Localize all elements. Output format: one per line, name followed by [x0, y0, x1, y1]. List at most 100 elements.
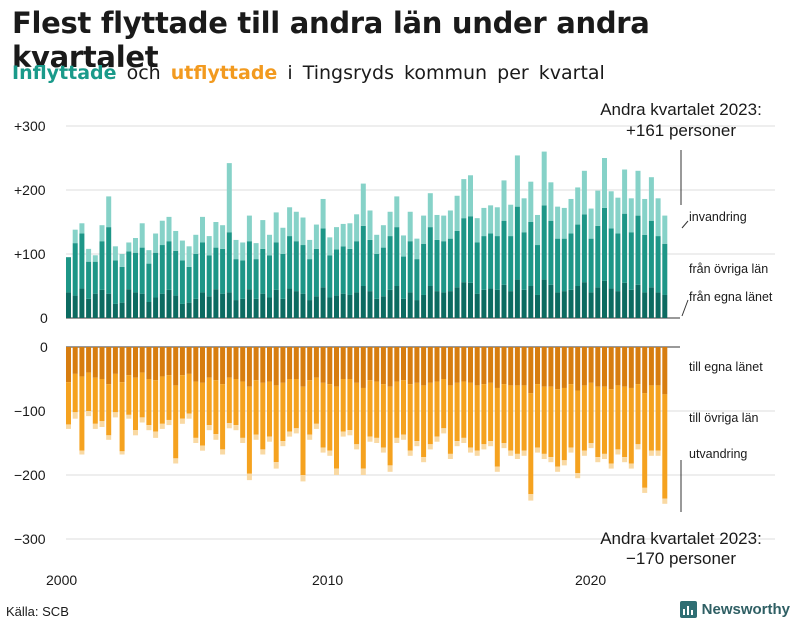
- bar-in-1-26: [240, 260, 246, 299]
- bar-out-0-8: [119, 347, 125, 383]
- bar-out-0-31: [273, 347, 279, 386]
- bar-in-0-12: [146, 302, 152, 318]
- bar-in-1-65: [501, 220, 507, 285]
- bar-out-1-19: [193, 381, 199, 438]
- bar-out-2-62: [481, 444, 487, 450]
- bar-out-1-23: [220, 384, 226, 450]
- bar-out-2-58: [454, 441, 460, 447]
- bar-out-1-68: [521, 385, 527, 451]
- bar-in-1-35: [300, 245, 306, 294]
- legend-fran-ovriga-lan: från övriga län: [689, 262, 768, 276]
- bar-out-0-20: [200, 347, 205, 383]
- bar-in-2-15: [166, 216, 172, 242]
- bar-out-2-34: [293, 428, 299, 434]
- bar-out-2-27: [246, 473, 252, 481]
- bar-out-1-80: [602, 386, 607, 454]
- bar-in-0-52: [414, 300, 420, 318]
- bar-in-1-33: [287, 236, 293, 289]
- bar-out-0-30: [267, 347, 272, 382]
- y-tick-top-100: +100: [14, 246, 46, 262]
- bar-out-0-26: [240, 347, 246, 382]
- bar-in-1-74: [561, 238, 567, 292]
- bar-out-0-86: [642, 347, 648, 394]
- bar-out-2-8: [119, 451, 125, 455]
- bar-in-1-72: [548, 220, 554, 285]
- bar-out-2-47: [380, 447, 386, 453]
- bar-in-1-23: [220, 248, 226, 294]
- bar-in-2-44: [360, 183, 366, 226]
- bar-out-2-13: [153, 431, 159, 438]
- bar-in-0-13: [153, 297, 159, 318]
- bar-out-2-63: [488, 441, 494, 447]
- bar-in-1-55: [434, 239, 440, 292]
- bar-in-0-42: [347, 294, 353, 318]
- bar-out-2-65: [501, 443, 507, 449]
- bar-in-0-30: [267, 297, 272, 318]
- bar-in-1-17: [179, 260, 185, 304]
- bar-in-0-81: [608, 288, 614, 318]
- bar-out-0-17: [179, 347, 185, 376]
- bar-in-1-69: [528, 222, 534, 286]
- bar-out-1-38: [320, 382, 326, 448]
- bar-in-2-65: [501, 180, 507, 221]
- bar-in-0-48: [387, 289, 393, 318]
- bar-out-2-7: [112, 412, 118, 418]
- bar-out-0-24: [226, 347, 232, 378]
- bar-in-1-81: [608, 228, 614, 289]
- bar-out-1-52: [414, 382, 420, 442]
- bar-in-1-41: [340, 246, 346, 294]
- bar-in-0-15: [166, 289, 172, 318]
- bar-in-2-10: [133, 238, 138, 253]
- bar-out-0-34: [293, 347, 299, 379]
- bar-out-2-38: [320, 447, 326, 453]
- bar-in-1-87: [648, 220, 654, 288]
- bar-in-2-20: [200, 216, 205, 243]
- bar-in-2-43: [354, 214, 360, 242]
- bar-in-0-84: [628, 289, 634, 318]
- bar-in-1-29: [260, 248, 266, 294]
- bar-out-2-9: [126, 414, 132, 419]
- bar-out-0-78: [588, 347, 594, 383]
- bar-out-1-20: [200, 382, 205, 446]
- bar-in-1-4: [92, 261, 98, 294]
- bar-in-2-88: [655, 198, 661, 237]
- bar-out-2-70: [535, 447, 540, 453]
- bar-out-0-89: [662, 347, 668, 395]
- bar-out-1-84: [628, 387, 634, 464]
- bar-out-2-14: [159, 423, 165, 429]
- bar-out-0-9: [126, 347, 132, 376]
- bar-out-2-22: [213, 434, 219, 440]
- bar-out-0-38: [320, 347, 326, 383]
- bar-out-1-47: [380, 384, 386, 448]
- bar-out-0-23: [220, 347, 226, 385]
- bar-in-2-51: [407, 211, 413, 242]
- bar-in-2-82: [615, 197, 621, 234]
- bar-in-0-54: [427, 286, 433, 318]
- bar-in-0-62: [481, 289, 487, 318]
- bar-in-1-21: [206, 255, 212, 297]
- bar-in-1-15: [166, 241, 172, 290]
- bar-in-2-17: [179, 240, 185, 261]
- bar-out-1-59: [461, 381, 467, 438]
- bar-in-1-39: [327, 255, 333, 298]
- bar-in-2-63: [488, 205, 494, 234]
- bar-in-0-36: [307, 300, 313, 318]
- bar-out-1-53: [421, 385, 427, 458]
- bar-in-0-11: [139, 293, 145, 318]
- bar-in-2-85: [635, 170, 641, 216]
- bar-in-2-7: [112, 246, 118, 261]
- bar-out-1-89: [662, 394, 668, 499]
- bar-in-1-78: [588, 238, 594, 293]
- bar-in-2-86: [642, 198, 648, 235]
- bar-in-0-6: [106, 293, 112, 318]
- bar-in-1-28: [253, 259, 259, 299]
- bar-out-2-68: [521, 450, 527, 456]
- bar-out-1-62: [481, 384, 487, 445]
- legend-till-ovriga-lan: till övriga län: [689, 411, 759, 425]
- bar-in-0-71: [541, 279, 547, 318]
- legend-utvandring: utvandring: [689, 447, 747, 461]
- bar-out-2-20: [200, 445, 205, 451]
- bar-out-2-76: [575, 473, 581, 479]
- bar-in-0-38: [320, 287, 326, 318]
- bar-in-0-27: [246, 289, 252, 318]
